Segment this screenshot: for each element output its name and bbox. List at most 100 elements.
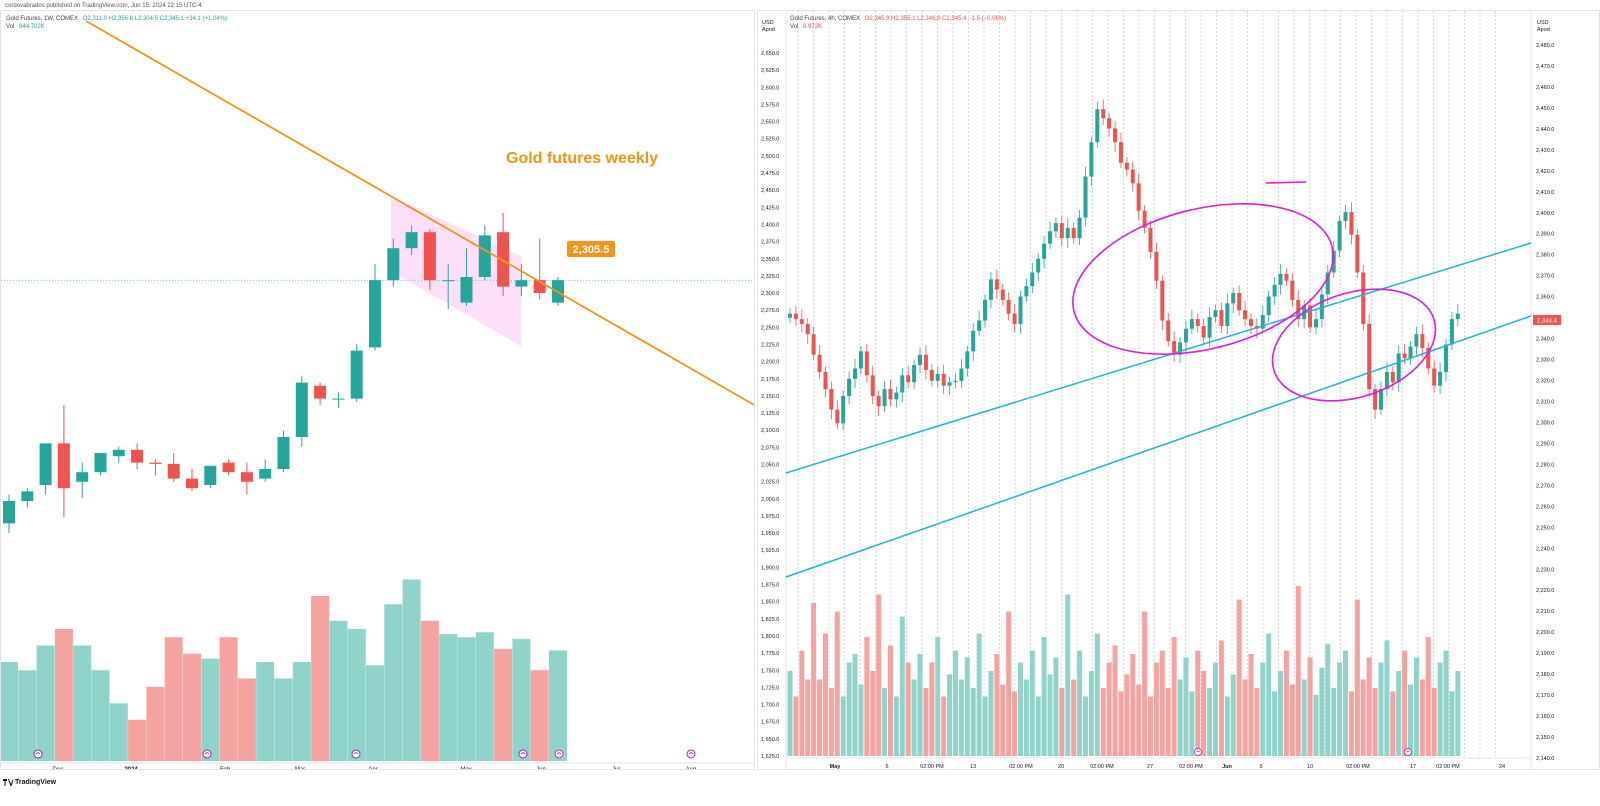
hourly-candle	[1018, 291, 1022, 334]
hourly-candle	[859, 346, 863, 374]
hourly-candle-body	[1243, 310, 1247, 319]
hourly-candle-body	[853, 368, 857, 378]
hourly-x-tick-label: 10	[1307, 764, 1313, 770]
left-axis-tick-label: 2,250.0	[761, 325, 779, 331]
weekly-volume-bar	[366, 665, 384, 761]
hourly-candle	[948, 377, 952, 396]
hourly-candle-body	[1409, 347, 1413, 359]
right-axis-tick-label: 2,400.0	[1536, 211, 1554, 217]
weekly-volume-bar	[403, 580, 421, 762]
weekly-x-tick-label: Aug	[686, 767, 697, 770]
tradingview-logo-icon	[3, 779, 13, 786]
hourly-candle	[1379, 382, 1383, 416]
weekly-candle-body	[278, 437, 290, 469]
hourly-volume-bar	[1331, 688, 1336, 756]
hourly-volume-bar	[1178, 680, 1183, 757]
weekly-candle	[369, 264, 381, 350]
weekly-volume-bar	[146, 687, 164, 761]
left-axis-tick-label: 2,000.0	[761, 497, 779, 503]
left-axis-tick-label: 2,150.0	[761, 394, 779, 400]
hourly-volume-bar	[1136, 685, 1141, 756]
weekly-candle-body	[113, 450, 125, 456]
hourly-candle-body	[859, 351, 863, 368]
weekly-candle	[168, 453, 180, 482]
hourly-candle-body	[841, 396, 845, 423]
weekly-x-tick-label: Jun	[536, 767, 546, 770]
hourly-volume-bar	[1012, 691, 1017, 756]
hourly-candle	[1066, 218, 1070, 247]
weekly-x-tick-label: Mar	[295, 767, 305, 770]
hourly-candle-body	[847, 379, 851, 396]
event-marker-icon	[203, 750, 211, 758]
hourly-candle	[1137, 174, 1141, 221]
hourly-candle-body	[1355, 235, 1359, 273]
hourly-candle	[989, 272, 993, 308]
hourly-x-tick-label: 02:00 PM	[1009, 764, 1033, 770]
hourly-candle-body	[818, 355, 822, 372]
hourly-candle-body	[1119, 142, 1123, 163]
hourly-volume-bar	[876, 595, 881, 757]
left-axis-tick-label: 2,275.0	[761, 308, 779, 314]
hourly-candle-body	[1131, 170, 1135, 184]
four-hour-chart[interactable]: USDApod2,650.02,625.02,600.02,575.02,550…	[758, 11, 1600, 770]
hourly-volume-bar	[1355, 600, 1360, 756]
hourly-candle	[1024, 279, 1028, 302]
weekly-chart-panel[interactable]: Gold futures weekly2,305.5Dec2024FebMarA…	[0, 10, 755, 770]
hourly-candle	[806, 318, 810, 343]
hourly-volume-bar	[788, 671, 793, 756]
hourly-candle	[1196, 314, 1200, 333]
hourly-candle-body	[1030, 272, 1034, 286]
hourly-candle-body	[1048, 231, 1052, 243]
footer-brand: TradingView	[3, 779, 56, 786]
hourly-candle-body	[1456, 314, 1460, 319]
weekly-candle	[40, 443, 52, 494]
left-axis-tick-label: 2,575.0	[761, 102, 779, 108]
weekly-chart[interactable]: Gold futures weekly2,305.5Dec2024FebMarA…	[1, 11, 755, 770]
footer-brand-text: TradingView	[15, 779, 56, 786]
weekly-volume-bar	[55, 629, 73, 761]
hourly-volume-bar	[811, 603, 816, 756]
hourly-candle	[1373, 384, 1377, 420]
hourly-volume-bar	[900, 617, 905, 756]
hourly-candle	[794, 306, 798, 326]
hourly-candle-body	[794, 314, 798, 319]
weekly-x-tick-label: May	[460, 767, 471, 770]
hourly-x-tick-label: 17	[1410, 764, 1416, 770]
weekly-volume-bar	[293, 662, 311, 761]
hourly-candle	[1355, 229, 1359, 278]
hourly-candle-body	[953, 381, 957, 382]
left-axis-tick-label: 2,325.0	[761, 274, 779, 280]
weekly-volume-bar	[18, 670, 36, 761]
hourly-candle	[1072, 222, 1076, 243]
four-hour-chart-panel[interactable]: USDApod2,650.02,625.02,600.02,575.02,550…	[757, 10, 1600, 770]
weekly-candle-body	[149, 463, 161, 464]
hourly-volume-bar	[1148, 697, 1153, 757]
hourly-candle-body	[1219, 310, 1223, 326]
left-axis-tick-label: 1,675.0	[761, 720, 779, 726]
hourly-candle-body	[1208, 317, 1212, 338]
hourly-candle-body	[942, 374, 946, 386]
four-hour-vol-label: Vol	[790, 24, 798, 30]
weekly-x-tick-label: Dec	[53, 767, 64, 770]
weekly-candle-body	[387, 248, 399, 280]
hourly-volume-bar	[1083, 697, 1088, 757]
weekly-volume-bar	[311, 596, 329, 761]
hourly-candle	[1113, 121, 1117, 152]
hourly-x-tick-label: 02:00 PM	[1436, 764, 1460, 770]
left-axis-tick-label: 1,900.0	[761, 565, 779, 571]
hourly-candle	[942, 364, 946, 393]
weekly-candle-body	[442, 280, 454, 281]
hourly-volume-bar	[1183, 657, 1188, 756]
weekly-candle	[241, 463, 253, 495]
weekly-candle-body	[479, 235, 491, 277]
hourly-volume-bar	[1018, 663, 1023, 757]
weekly-candle-body	[332, 399, 344, 400]
right-axis-tick-label: 2,300.0	[1536, 420, 1554, 426]
weekly-candle-body	[351, 351, 363, 399]
right-axis-tick-label: 2,450.0	[1536, 106, 1554, 112]
hourly-volume-bar	[1290, 685, 1295, 756]
left-axis-tick-label: 2,525.0	[761, 137, 779, 143]
hourly-volume-bar	[1201, 671, 1206, 756]
hourly-candle-body	[888, 389, 892, 399]
hourly-candle-body	[1036, 259, 1040, 273]
